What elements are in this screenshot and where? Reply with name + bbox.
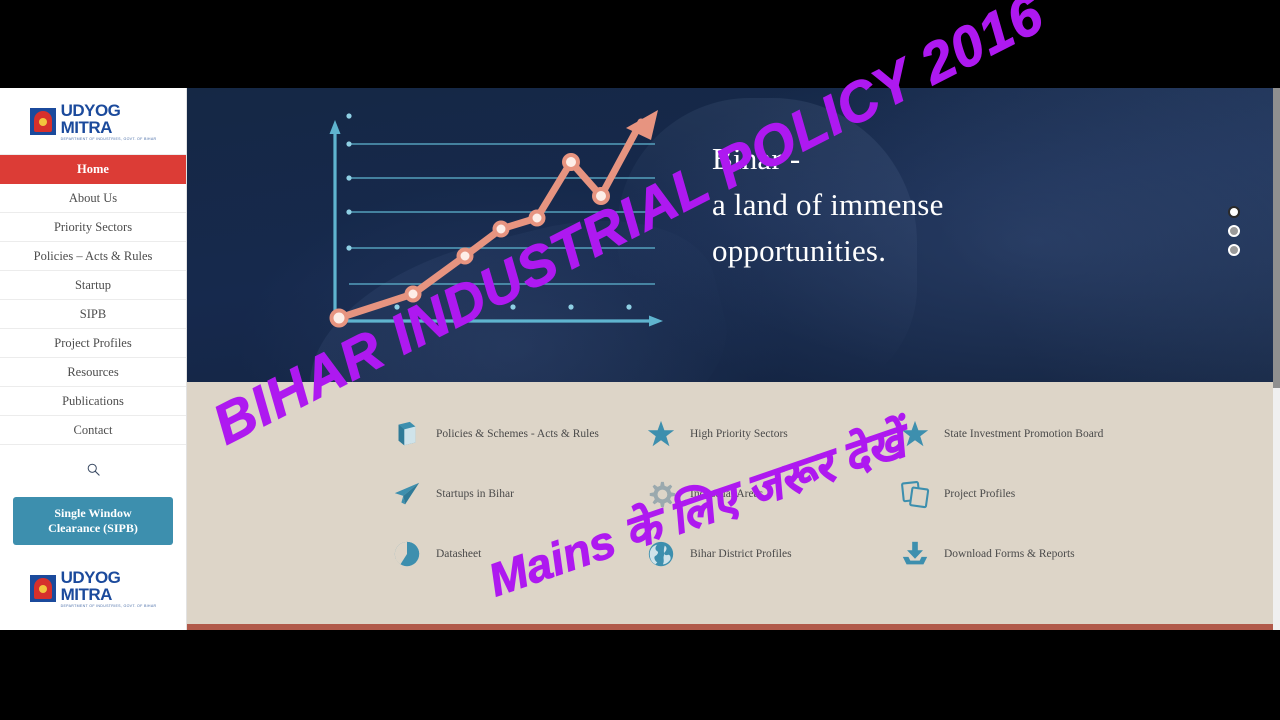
sidebar-footer-logo[interactable]: UDYOG MITRA DEPARTMENT OF INDUSTRIES, GO… <box>0 569 186 609</box>
gear-icon <box>649 481 676 508</box>
quick-link-label: Startups in Bihar <box>436 487 514 500</box>
quick-link-label: State Investment Promotion Board <box>944 427 1104 440</box>
hero-headline-line3: opportunities. <box>712 233 887 268</box>
sidebar-item-project-profiles[interactable]: Project Profiles <box>0 329 186 358</box>
sidebar: UDYOG MITRA DEPARTMENT OF INDUSTRIES, GO… <box>0 88 187 630</box>
star-icon <box>901 420 929 447</box>
quick-link-label: Bihar District Profiles <box>690 547 792 560</box>
pie-chart-icon <box>394 541 420 567</box>
quick-link-label: Industrial Areas <box>690 487 764 500</box>
sipb-button-line1: Single Window <box>54 505 132 520</box>
sidebar-nav: Home About Us Priority Sectors Policies … <box>0 153 186 445</box>
sidebar-item-contact[interactable]: Contact <box>0 416 186 445</box>
sidebar-item-resources[interactable]: Resources <box>0 358 186 387</box>
udyog-mitra-emblem-footer-icon <box>29 574 56 602</box>
layers-icon <box>901 481 930 509</box>
sidebar-item-priority-sectors[interactable]: Priority Sectors <box>0 213 186 242</box>
quick-link-datasheet[interactable]: Datasheet <box>392 524 624 584</box>
quick-link-download-forms-reports[interactable]: Download Forms & Reports <box>900 524 1140 584</box>
udyog-mitra-emblem-icon <box>29 108 56 136</box>
search-icon[interactable] <box>86 462 101 477</box>
quick-link-state-investment-promotion-board[interactable]: State Investment Promotion Board <box>900 404 1140 464</box>
page-scrollbar[interactable] <box>1273 88 1280 630</box>
carousel-dots <box>1228 206 1240 263</box>
sidebar-item-home[interactable]: Home <box>0 154 186 184</box>
page-scrollbar-thumb[interactable] <box>1273 88 1280 388</box>
quick-link-label: Project Profiles <box>944 487 1016 500</box>
carousel-dot-1[interactable] <box>1228 206 1240 218</box>
quick-links-section: Policies & Schemes - Acts & Rules High P… <box>187 382 1273 624</box>
quick-link-project-profiles[interactable]: Project Profiles <box>900 464 1140 524</box>
hero-headline-line1: Bihar - <box>712 141 801 176</box>
sidebar-item-policies-acts-rules[interactable]: Policies – Acts & Rules <box>0 242 186 271</box>
logo-line2: MITRA <box>60 118 113 137</box>
globe-icon <box>648 541 674 567</box>
quick-links-grid: Policies & Schemes - Acts & Rules High P… <box>392 404 1252 584</box>
footer-logo-tagline: DEPARTMENT OF INDUSTRIES, GOVT. OF BIHAR <box>60 603 157 608</box>
carousel-dot-3[interactable] <box>1228 244 1240 256</box>
footer-logo-line2: MITRA <box>60 584 113 604</box>
hero-bg-shape-2 <box>617 98 917 382</box>
quick-link-startups-in-bihar[interactable]: Startups in Bihar <box>392 464 624 524</box>
logo-line1: UDYOG <box>60 101 121 120</box>
sidebar-item-publications[interactable]: Publications <box>0 387 186 416</box>
hero-banner: Bihar - a land of immense opportunities. <box>187 88 1273 382</box>
bottom-accent-bar <box>187 624 1273 630</box>
download-icon <box>902 541 928 565</box>
quick-link-label: High Priority Sectors <box>690 427 788 440</box>
paper-plane-icon <box>394 482 420 505</box>
logo-tagline: DEPARTMENT OF INDUSTRIES, GOVT. OF BIHAR <box>60 137 157 141</box>
star-icon <box>647 420 675 447</box>
website-page: UDYOG MITRA DEPARTMENT OF INDUSTRIES, GO… <box>0 88 1280 630</box>
sidebar-item-about-us[interactable]: About Us <box>0 184 186 213</box>
quick-link-policies-schemes[interactable]: Policies & Schemes - Acts & Rules <box>392 404 624 464</box>
hero-bg-shape-3 <box>753 88 1273 382</box>
carousel-dot-2[interactable] <box>1228 225 1240 237</box>
sidebar-search[interactable] <box>0 445 186 495</box>
sidebar-item-startup[interactable]: Startup <box>0 271 186 300</box>
quick-link-industrial-areas[interactable]: Industrial Areas <box>646 464 878 524</box>
quick-link-high-priority-sectors[interactable]: High Priority Sectors <box>646 404 878 464</box>
quick-link-label: Download Forms & Reports <box>944 547 1075 560</box>
sipb-button-line2: Clearance (SIPB) <box>48 520 138 535</box>
book-icon <box>398 421 416 446</box>
hero-headline: Bihar - a land of immense opportunities. <box>712 136 944 274</box>
footer-logo-line1: UDYOG <box>60 567 121 587</box>
sidebar-logo[interactable]: UDYOG MITRA DEPARTMENT OF INDUSTRIES, GO… <box>0 88 186 154</box>
quick-link-bihar-district-profiles[interactable]: Bihar District Profiles <box>646 524 878 584</box>
quick-link-label: Policies & Schemes - Acts & Rules <box>436 427 599 440</box>
growth-chart-graphic <box>329 110 663 328</box>
sidebar-item-sipb[interactable]: SIPB <box>0 300 186 329</box>
quick-link-label: Datasheet <box>436 547 482 560</box>
single-window-clearance-button[interactable]: Single Window Clearance (SIPB) <box>13 496 173 545</box>
hero-headline-line2: a land of immense <box>712 187 944 222</box>
